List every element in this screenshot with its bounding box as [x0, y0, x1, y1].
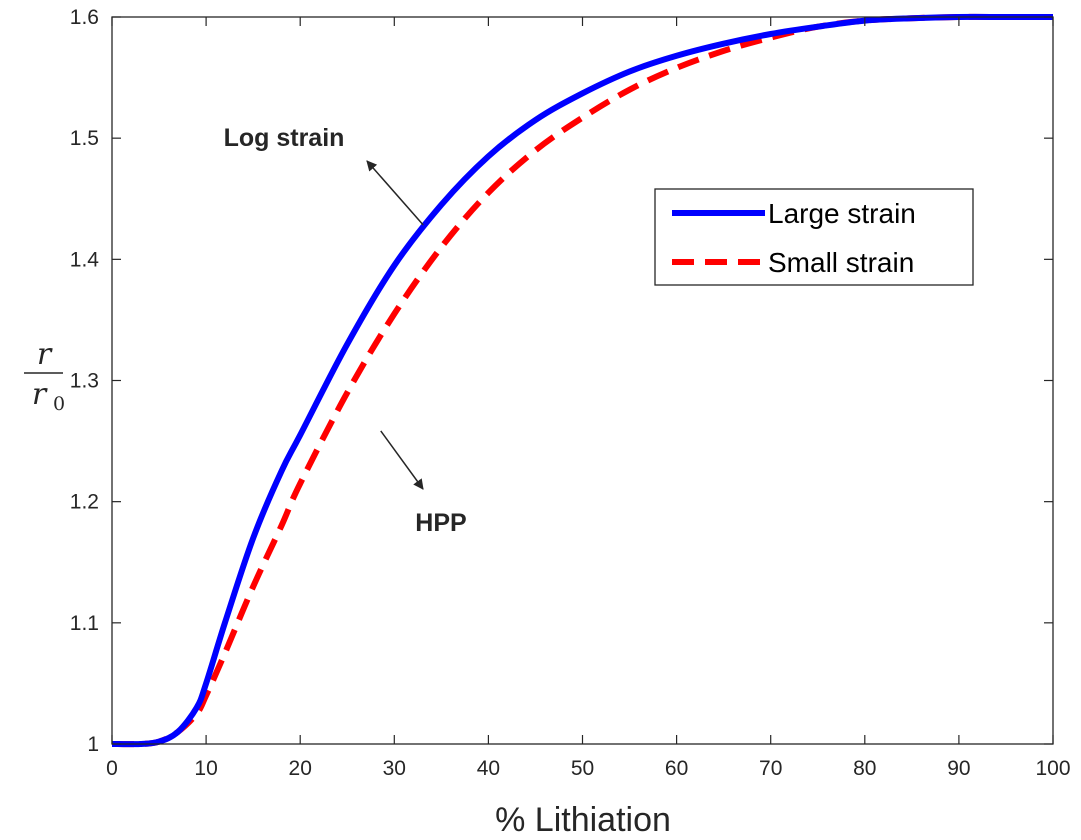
- y-axis-label-denominator: r: [32, 377, 48, 412]
- x-tick-label: 40: [477, 757, 500, 780]
- legend-box: [654, 188, 974, 286]
- annotation-arrow-hpp: [380, 430, 424, 490]
- y-axis-label-numerator: r: [37, 337, 53, 372]
- y-axis-label: r r 0: [24, 337, 65, 415]
- annotation-layer: Log strain HPP: [224, 124, 467, 537]
- x-tick-label: 50: [571, 757, 594, 780]
- x-tick-label: 20: [289, 757, 312, 780]
- y-tick-label: 1.2: [70, 491, 99, 514]
- x-tick-label: 80: [853, 757, 876, 780]
- x-tick-label: 100: [1035, 757, 1070, 780]
- x-tick-label: 90: [947, 757, 970, 780]
- y-tick-label: 1.3: [70, 370, 99, 393]
- legend-label-large-strain: Large strain: [768, 198, 916, 229]
- x-axis-label: % Lithiation: [495, 801, 671, 839]
- x-tick-label: 70: [759, 757, 782, 780]
- plot-area: [112, 17, 1053, 744]
- y-tick-label: 1.1: [70, 612, 99, 635]
- y-tick-label: 1.5: [70, 127, 99, 150]
- x-tick-label: 30: [383, 757, 406, 780]
- legend-label-small-strain: Small strain: [768, 247, 914, 278]
- y-tick-label: 1: [87, 733, 99, 756]
- ticks-layer: 0 10 20 30 40 50 60 70 80 90 100 1 1.1 1.2 1.3 1.4 1.5 1.…: [70, 6, 1071, 780]
- x-tick-label: 60: [665, 757, 688, 780]
- x-tick-label: 10: [194, 757, 217, 780]
- legend: Large strain Small strain: [654, 188, 974, 286]
- plot-frame: [111, 16, 1054, 745]
- y-tick-label: 1.6: [70, 6, 99, 29]
- annotation-log-strain: Log strain: [224, 124, 345, 152]
- series-line-large-strain: [111, 13, 1053, 748]
- y-axis-label-subscript: 0: [53, 393, 65, 415]
- annotation-hpp: HPP: [415, 509, 466, 537]
- annotation-arrow-log-strain: [366, 160, 424, 226]
- series-layer: [111, 13, 1053, 748]
- y-tick-label: 1.4: [70, 248, 100, 271]
- x-tick-label: 0: [106, 757, 118, 780]
